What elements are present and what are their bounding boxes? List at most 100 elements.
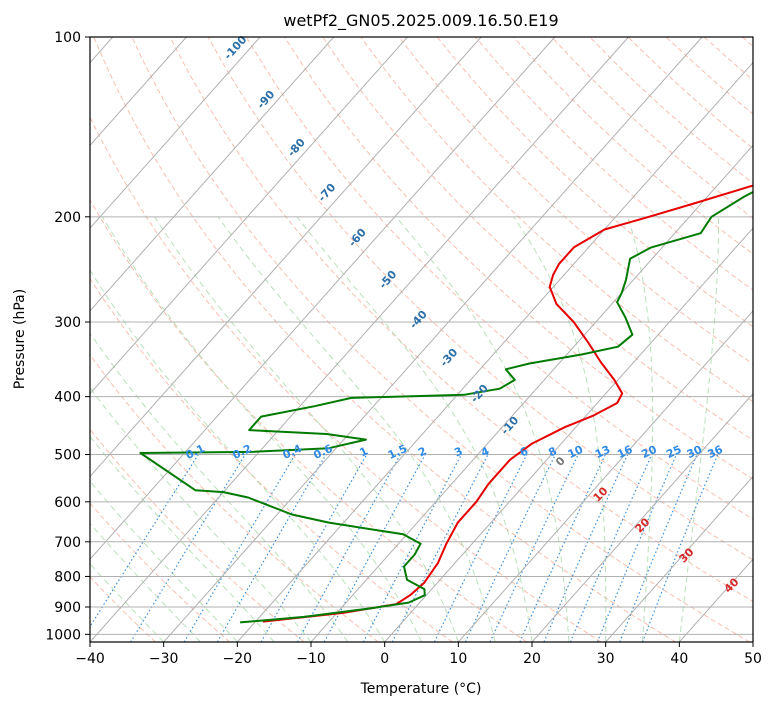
mixing-ratio-label: 30 bbox=[685, 443, 705, 461]
y-tick-label: 200 bbox=[54, 210, 81, 226]
dry-adiabat bbox=[245, 37, 753, 520]
mixing-ratio-label: 0.2 bbox=[231, 442, 254, 462]
y-tick-label: 100 bbox=[54, 30, 81, 46]
dry-adiabat bbox=[703, 37, 753, 81]
isotherm bbox=[236, 61, 753, 642]
x-tick-label: −30 bbox=[149, 651, 179, 667]
dry-adiabat bbox=[398, 37, 753, 365]
isotherm bbox=[163, 37, 703, 642]
dry-adiabat bbox=[474, 37, 753, 291]
y-tick-label: 500 bbox=[54, 448, 81, 464]
moist-adiabat bbox=[217, 216, 496, 642]
mixing-ratio-line bbox=[543, 454, 629, 642]
temperature-profile bbox=[262, 184, 753, 623]
dry-adiabat-label: -80 bbox=[285, 136, 308, 160]
x-tick-label: −20 bbox=[223, 651, 253, 667]
mixing-ratio-line bbox=[642, 454, 719, 642]
background-lines bbox=[90, 37, 753, 642]
dry-adiabat bbox=[284, 37, 753, 480]
x-tick-label: −10 bbox=[296, 651, 326, 667]
x-tick-label: 50 bbox=[744, 651, 762, 667]
dry-adiabat-label: -10 bbox=[498, 414, 521, 438]
dry-adiabat bbox=[322, 37, 753, 441]
chart-title: wetPf2_GN05.2025.009.16.50.E19 bbox=[283, 11, 558, 31]
isotherm bbox=[605, 475, 753, 642]
dry-adiabat-label: -60 bbox=[346, 226, 369, 250]
dry-adiabat bbox=[90, 353, 379, 642]
x-tick-label: 20 bbox=[523, 651, 541, 667]
dry-adiabat bbox=[131, 37, 751, 642]
y-tick-label: 400 bbox=[54, 390, 81, 406]
isotherm bbox=[310, 144, 753, 642]
mixing-ratio-label: 0.6 bbox=[311, 442, 334, 462]
y-tick-label: 700 bbox=[54, 535, 81, 551]
moist-adiabat bbox=[90, 332, 349, 642]
mixing-ratio-label: 20 bbox=[639, 443, 659, 461]
isotherm bbox=[752, 641, 753, 642]
y-tick-label: 600 bbox=[54, 495, 81, 511]
mixing-ratio-label: 2 bbox=[416, 444, 428, 459]
mixing-ratio-line bbox=[216, 454, 327, 642]
dry-adiabat bbox=[207, 37, 753, 561]
y-axis: 100 200 300 400 500 600 700 800 900 1000 bbox=[45, 30, 90, 643]
isotherm bbox=[90, 37, 408, 395]
mixing-ratio-label: 36 bbox=[706, 443, 726, 461]
mixing-ratio-line bbox=[362, 454, 462, 642]
dry-adiabat bbox=[90, 116, 602, 642]
isotherm bbox=[90, 37, 556, 560]
mixing-ratio-label: 4 bbox=[479, 444, 492, 459]
isotherm bbox=[90, 37, 482, 478]
moist-adiabat bbox=[678, 216, 719, 642]
mixing-ratio-label: 0.4 bbox=[281, 442, 304, 462]
isotherm bbox=[457, 310, 753, 642]
dry-adiabat-label: -50 bbox=[376, 268, 399, 292]
dry-adiabat bbox=[742, 37, 753, 47]
mixing-ratio-line bbox=[391, 454, 489, 642]
dry-adiabat bbox=[93, 37, 676, 642]
dry-adiabat bbox=[169, 37, 753, 603]
isotherm bbox=[90, 37, 629, 642]
dry-adiabat bbox=[90, 277, 453, 642]
moist-adiabat bbox=[513, 216, 607, 642]
mixing-ratio-line bbox=[489, 454, 579, 642]
moist-adiabat bbox=[90, 563, 165, 642]
dry-adiabat-label: -40 bbox=[407, 308, 430, 332]
moist-adiabat bbox=[395, 216, 570, 642]
isotherm bbox=[90, 37, 187, 147]
mixing-ratio-line bbox=[183, 454, 296, 642]
x-tick-label: 30 bbox=[597, 651, 615, 667]
moist-adiabat bbox=[154, 216, 459, 642]
moist-adiabat bbox=[90, 480, 238, 642]
mixing-ratio-label: 16 bbox=[615, 443, 635, 461]
mixing-ratio-line bbox=[619, 454, 698, 642]
mixing-ratio-label: 13 bbox=[593, 443, 612, 461]
moist-adiabat bbox=[102, 216, 422, 642]
mixing-ratio-line bbox=[519, 454, 606, 642]
dry-adiabat bbox=[436, 37, 753, 328]
dry-adiabat bbox=[90, 198, 528, 642]
dewpoint-profile bbox=[139, 190, 753, 624]
line-labels: 0.1 0.2 0.4 0.6 1 1.5 2 3 4 6 8 10 13 16 20 25 30 36-100-… bbox=[184, 33, 742, 596]
mixing-ratio-line bbox=[90, 454, 199, 628]
mixing-ratio-label: 1 bbox=[358, 444, 370, 459]
mixing-ratio-line bbox=[464, 454, 556, 642]
mixing-ratio-label: 1.5 bbox=[386, 442, 409, 462]
dry-adiabat bbox=[513, 37, 753, 255]
mixing-ratio-line bbox=[260, 454, 368, 642]
mixing-ratio-label: 0.1 bbox=[184, 442, 207, 462]
dry-adiabat-label: -30 bbox=[437, 346, 460, 370]
x-axis-label: Temperature (°C) bbox=[360, 681, 482, 697]
series-group bbox=[139, 184, 753, 624]
y-tick-label: 1000 bbox=[45, 627, 81, 643]
moist-adiabat bbox=[90, 269, 386, 642]
plot-frame bbox=[89, 36, 754, 643]
x-tick-label: 10 bbox=[449, 651, 467, 667]
isotherm bbox=[90, 37, 261, 229]
dry-adiabat bbox=[90, 576, 156, 642]
y-tick-label: 300 bbox=[54, 315, 81, 331]
moist-adiabat bbox=[90, 435, 275, 642]
x-tick-label: 0 bbox=[380, 651, 389, 667]
isotherm bbox=[384, 227, 753, 642]
